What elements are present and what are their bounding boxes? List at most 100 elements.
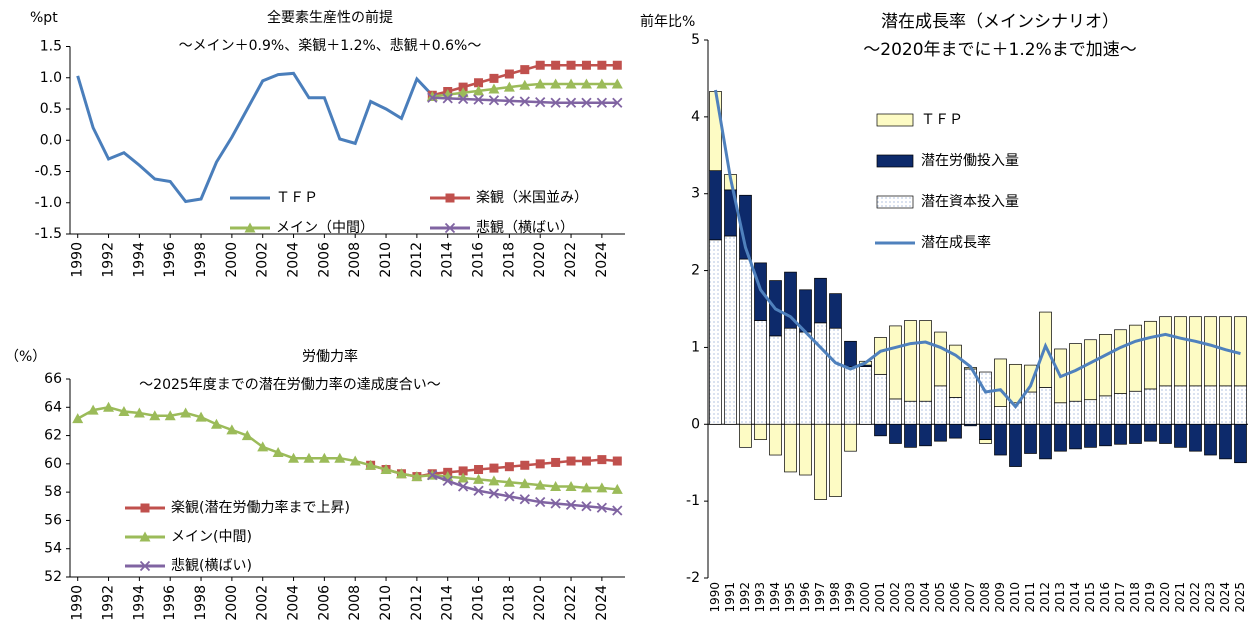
bar-segment [709, 170, 722, 241]
x-tick-label: 2016 [1098, 582, 1112, 613]
y-tick-label: -1 [686, 493, 700, 509]
marker [164, 410, 176, 421]
bar-segment [1219, 385, 1232, 425]
bar-segment [1189, 423, 1202, 452]
marker [458, 82, 468, 92]
y-tick-label: -1.5 [35, 226, 62, 242]
bar-segment [829, 293, 842, 329]
bar-segment [874, 423, 887, 437]
x-tick-label: 2009 [993, 582, 1007, 613]
marker [612, 97, 623, 108]
bar-segment [919, 320, 932, 402]
marker [257, 441, 269, 452]
y-tick-label: 60 [44, 456, 62, 472]
bar-segment [709, 239, 722, 425]
bar-segment [769, 423, 782, 456]
y-tick-label: 56 [44, 512, 62, 528]
y-tick-label: 58 [44, 484, 62, 500]
marker [519, 96, 530, 107]
x-tick-label: 2012 [409, 242, 425, 278]
bar-segment [814, 322, 827, 425]
marker [519, 478, 531, 489]
x-tick-label: 2010 [378, 585, 394, 621]
x-tick-label: 1994 [131, 585, 147, 621]
legend-label: 潜在成長率 [921, 234, 991, 251]
y-tick-label: -0.5 [35, 164, 62, 180]
marker [565, 480, 577, 491]
marker [596, 482, 608, 493]
series-line [714, 89, 1241, 410]
chart-title: 潜在成長率（メインシナリオ） [881, 12, 1119, 32]
y-tick-label: 0 [691, 416, 700, 432]
series-line [76, 71, 434, 204]
bar-segment [739, 194, 752, 260]
x-tick-label: 2008 [978, 582, 992, 613]
x-tick-label: 1996 [162, 585, 178, 621]
marker [334, 452, 346, 463]
legend-label: ＴＦＰ [921, 112, 963, 128]
x-tick-label: 2000 [224, 585, 240, 621]
marker [612, 60, 622, 70]
x-tick-label: 2017 [1113, 582, 1127, 613]
marker [488, 475, 500, 486]
chart-title: 全要素生産性の前提 [267, 9, 393, 26]
bar-segment [1114, 329, 1127, 394]
marker [581, 60, 591, 70]
marker [535, 496, 546, 508]
x-tick-label: 1998 [193, 242, 209, 278]
marker [611, 483, 623, 494]
marker [565, 78, 577, 89]
y-tick-label: 1 [691, 339, 700, 355]
marker [272, 447, 284, 458]
x-tick-label: 2012 [409, 585, 425, 621]
marker [566, 456, 576, 466]
marker [565, 499, 577, 511]
marker [488, 95, 500, 106]
bar-segment [784, 423, 797, 473]
bar-segment [1024, 364, 1037, 393]
x-tick-label: 2019 [1143, 582, 1157, 613]
marker [288, 452, 300, 463]
x-tick-label: 2020 [532, 585, 548, 621]
bar-segment [844, 366, 857, 425]
bar-segment [949, 423, 962, 439]
bar-segment [754, 423, 767, 441]
bar-segment [1204, 423, 1217, 456]
bar-segment [814, 423, 827, 500]
x-tick-label: 2018 [501, 585, 517, 621]
marker [457, 481, 469, 492]
x-tick-label: 2014 [1068, 582, 1082, 613]
marker [580, 482, 592, 493]
bar-segment [964, 423, 977, 427]
legend-label: メイン（中間） [276, 220, 374, 236]
x-tick-label: 2018 [1128, 582, 1142, 613]
legend-swatch [876, 113, 914, 127]
marker [550, 480, 562, 491]
bar-segment [784, 327, 797, 425]
x-tick-label: 2002 [255, 585, 271, 621]
bar-segment [889, 398, 902, 425]
x-tick-label: 2011 [1023, 582, 1037, 613]
x-tick-label: 2003 [903, 582, 917, 613]
y-tick-label: 62 [44, 428, 62, 444]
bar-segment [709, 91, 722, 172]
bar-segment [1234, 423, 1247, 464]
bar-segment [919, 400, 932, 425]
x-tick-label: 2014 [440, 242, 456, 278]
marker [596, 78, 608, 89]
marker [210, 418, 222, 429]
bar-segment [994, 406, 1007, 425]
bar-segment [904, 320, 917, 402]
x-tick-label: 1996 [798, 582, 812, 613]
marker [534, 78, 546, 89]
bar-segment [1189, 316, 1202, 387]
marker [551, 457, 561, 467]
x-tick-label: 2000 [224, 242, 240, 278]
x-tick-label: 2007 [963, 582, 977, 613]
marker [474, 465, 484, 475]
x-tick-label: 2010 [378, 242, 394, 278]
chart-title: 労働力率 [302, 348, 358, 365]
x-tick-label: 1993 [753, 582, 767, 613]
bar-segment [1024, 391, 1037, 425]
